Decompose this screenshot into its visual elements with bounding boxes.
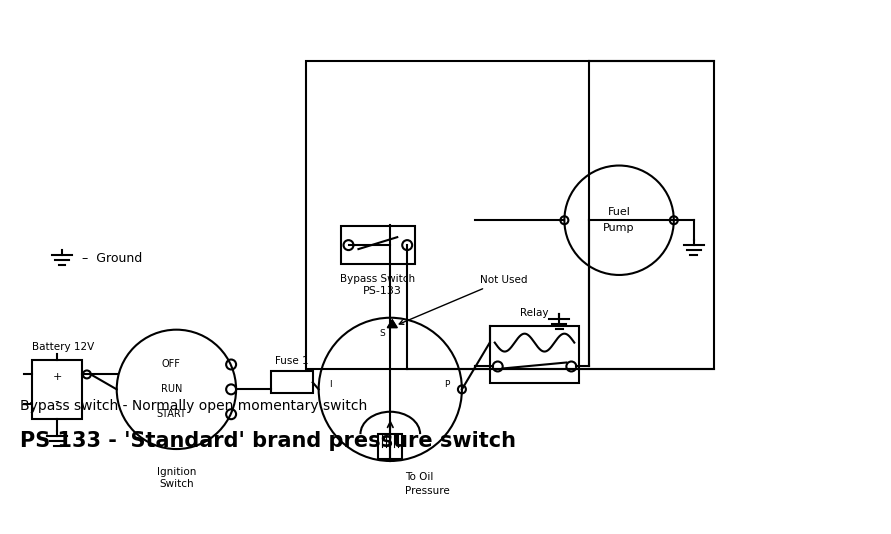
Text: Pressure: Pressure bbox=[405, 486, 450, 496]
Text: –  Ground: – Ground bbox=[82, 252, 143, 264]
Text: START: START bbox=[157, 409, 186, 419]
Text: Fuse 1: Fuse 1 bbox=[275, 357, 308, 366]
Text: PS 133 - 'Standard' brand pressure switch: PS 133 - 'Standard' brand pressure switc… bbox=[20, 431, 516, 451]
Text: Bypass Switch: Bypass Switch bbox=[340, 274, 415, 284]
Text: Relay: Relay bbox=[520, 308, 549, 318]
Bar bbox=[379, 434, 402, 459]
Bar bbox=[340, 226, 415, 264]
Bar bbox=[271, 372, 313, 394]
Text: I: I bbox=[330, 380, 332, 389]
Text: Not Used: Not Used bbox=[399, 275, 527, 324]
Text: +: + bbox=[53, 372, 61, 382]
Text: Ignition
Switch: Ignition Switch bbox=[157, 467, 196, 489]
Bar bbox=[306, 61, 714, 370]
Text: PS-133: PS-133 bbox=[363, 286, 402, 296]
Text: S: S bbox=[380, 329, 385, 338]
Bar bbox=[490, 326, 579, 383]
Bar bbox=[32, 359, 82, 419]
Text: Battery 12V: Battery 12V bbox=[32, 342, 94, 351]
Text: -: - bbox=[54, 395, 60, 408]
Text: Bypass switch - Normally open momentary switch: Bypass switch - Normally open momentary … bbox=[20, 399, 367, 413]
Text: Fuel: Fuel bbox=[608, 207, 631, 217]
Text: To Oil: To Oil bbox=[405, 472, 434, 482]
Text: RUN: RUN bbox=[160, 384, 182, 395]
Text: OFF: OFF bbox=[162, 359, 181, 370]
Text: Pump: Pump bbox=[603, 223, 635, 233]
Text: P: P bbox=[445, 380, 450, 389]
Polygon shape bbox=[388, 320, 397, 328]
